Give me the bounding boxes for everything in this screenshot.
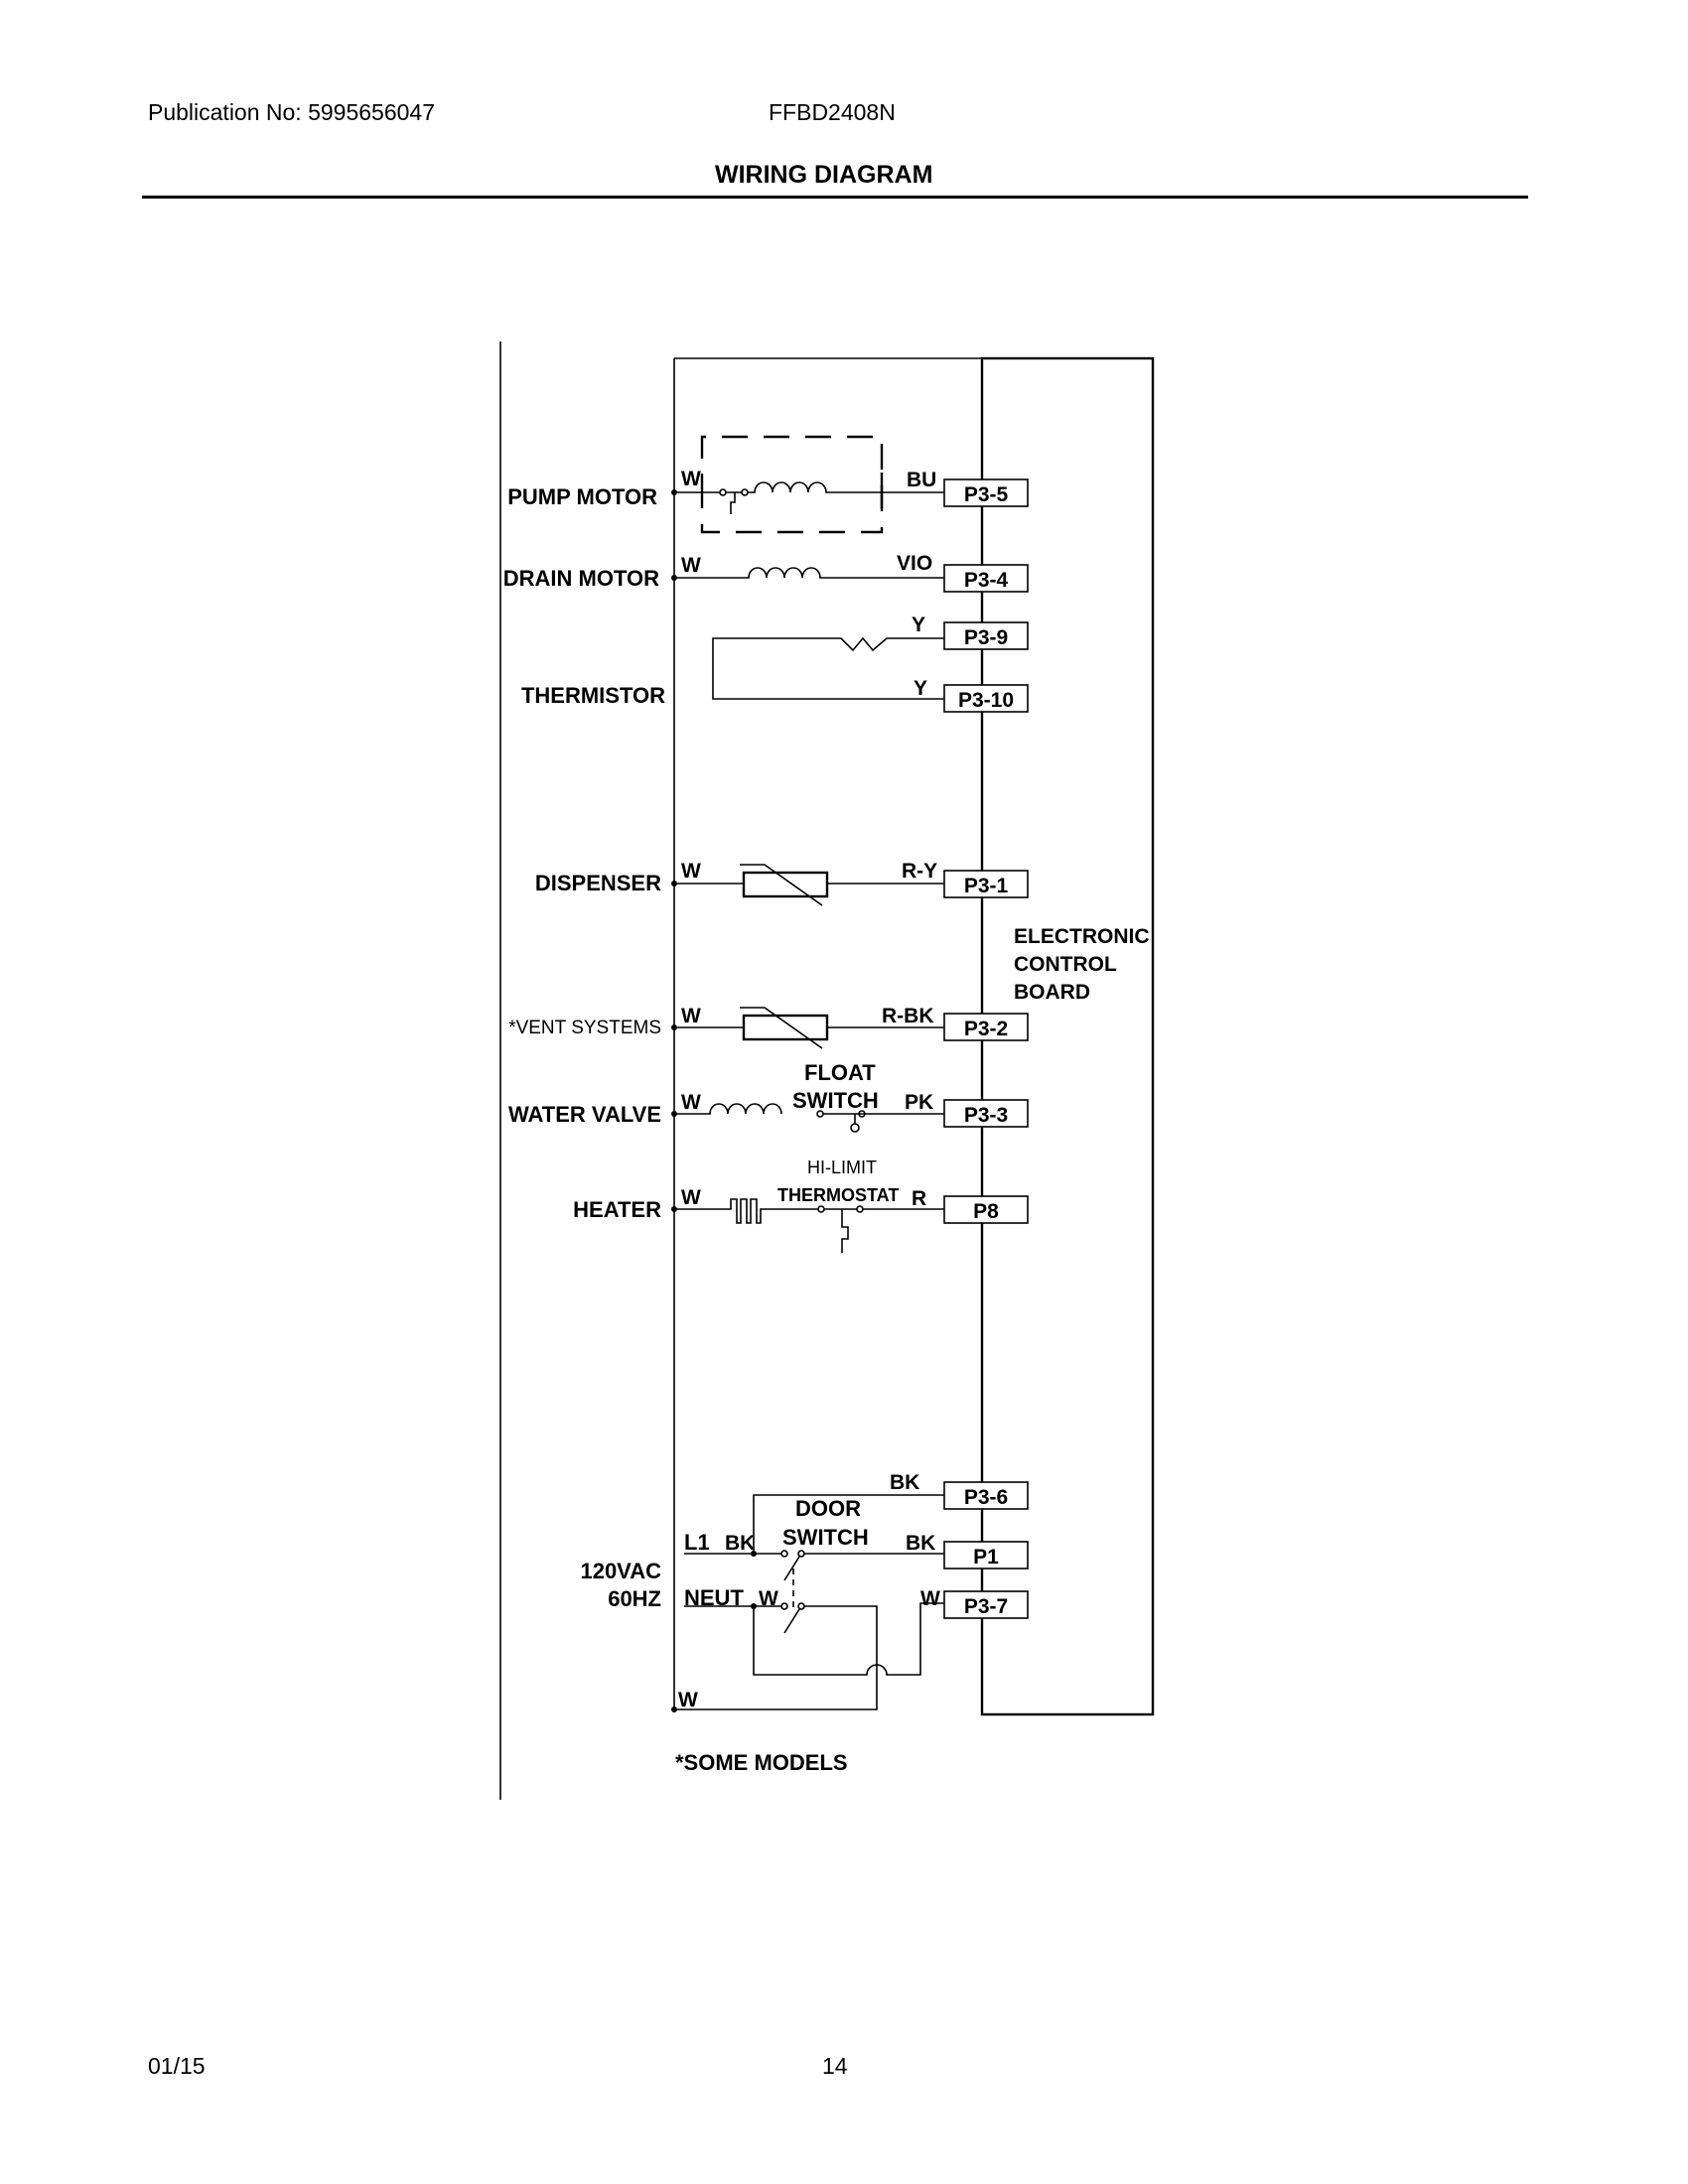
wire-color: BU [907, 469, 936, 491]
float-switch-label: FLOAT [804, 1060, 876, 1085]
pin-label: P8 [973, 1200, 999, 1223]
pump-motor-circuit: PUMP MOTOR W BU [507, 435, 944, 534]
power-door-switch-circuit: 120VAC 60HZ L1 NEUT DOOR SWITCH BK BK BK… [580, 1471, 944, 1712]
wire-color: VIO [897, 552, 932, 575]
thermistor-label: THERMISTOR [521, 683, 665, 708]
wire-color: W [681, 1091, 701, 1114]
pin-label: P3-4 [964, 569, 1009, 592]
hi-limit-label: HI-LIMIT [807, 1158, 877, 1177]
wire-color: W [759, 1587, 778, 1610]
wire-color: W [681, 554, 701, 577]
pin-label: P3-1 [964, 875, 1009, 897]
wire-color: BK [725, 1532, 755, 1555]
wire-color: W [681, 1186, 701, 1209]
board-label: BOARD [1014, 981, 1090, 1004]
board-label: CONTROL [1014, 953, 1117, 976]
water-valve-circuit: WATER VALVE FLOAT SWITCH W PK [508, 1060, 944, 1133]
header-divider [142, 196, 1528, 199]
page-title: WIRING DIAGRAM [715, 161, 933, 189]
footer-date: 01/15 [148, 2053, 206, 2079]
pin-label: P3-7 [964, 1595, 1008, 1618]
wire-color: PK [905, 1091, 933, 1114]
door-switch-label: DOOR [795, 1496, 861, 1521]
pin-label: P1 [973, 1546, 999, 1569]
water-valve-label: WATER VALVE [508, 1102, 661, 1127]
pin-p3-10 [943, 684, 1029, 713]
drain-motor-label: DRAIN MOTOR [503, 566, 659, 591]
pin-p3-4 [943, 564, 1029, 593]
wire-color: Y [912, 614, 925, 636]
drain-motor-circuit: DRAIN MOTOR W VIO [503, 552, 944, 591]
wire-color: W [678, 1689, 698, 1711]
wire-color: Y [914, 677, 927, 700]
pin-label: P3-5 [964, 483, 1009, 506]
wire-color: W [920, 1587, 940, 1610]
page-number: 14 [822, 2053, 848, 2079]
publication-number: Publication No: 5995656047 [148, 99, 436, 125]
pin-label: P3-6 [964, 1486, 1008, 1509]
pin-p3-1 [943, 870, 1029, 898]
pin-boxes: P3-5 P3-4 P3-9 P3-10 P3-1 P3-2 P3-3 P8 P… [943, 478, 1029, 1619]
pin-label: P3-2 [964, 1018, 1008, 1040]
pin-p3-3 [943, 1099, 1029, 1128]
pin-p1 [943, 1541, 1029, 1570]
pin-label: P3-9 [964, 626, 1008, 649]
power-label: 120VAC [580, 1559, 661, 1583]
model-number: FFBD2408N [769, 99, 896, 125]
heater-label: HEATER [573, 1197, 661, 1222]
board-label: ELECTRONIC [1014, 925, 1150, 948]
l1-label: L1 [684, 1530, 710, 1555]
pin-label: P3-10 [958, 689, 1014, 712]
vent-systems-circuit: *VENT SYSTEMS W R-BK [508, 1005, 944, 1049]
wire-color: BK [906, 1532, 935, 1555]
pin-p3-7 [943, 1590, 1029, 1619]
pin-p3-9 [943, 621, 1029, 650]
hi-limit-label: THERMOSTAT [777, 1185, 899, 1205]
wire-color: W [681, 468, 701, 490]
power-label: 60HZ [608, 1586, 661, 1611]
pin-label: P3-3 [964, 1104, 1008, 1127]
float-switch-label: SWITCH [792, 1088, 879, 1113]
heater-circuit: HEATER HI-LIMIT THERMOSTAT W R [573, 1158, 944, 1253]
wire-color: R-BK [882, 1005, 934, 1027]
wire-color: R-Y [902, 860, 937, 883]
wire-color: W [681, 860, 701, 883]
thermistor-circuit: THERMISTOR Y Y [521, 614, 944, 708]
wire-color: W [681, 1005, 701, 1027]
pump-motor-label: PUMP MOTOR [507, 484, 657, 509]
wire-color: R [912, 1187, 926, 1210]
dispenser-circuit: DISPENSER W R-Y [535, 860, 944, 906]
dispenser-label: DISPENSER [535, 871, 661, 895]
vent-systems-label: *VENT SYSTEMS [508, 1018, 661, 1038]
some-models-note: *SOME MODELS [675, 1750, 848, 1775]
door-switch-label: SWITCH [782, 1525, 869, 1550]
pin-p8 [943, 1195, 1029, 1224]
wire-color: BK [890, 1471, 919, 1494]
